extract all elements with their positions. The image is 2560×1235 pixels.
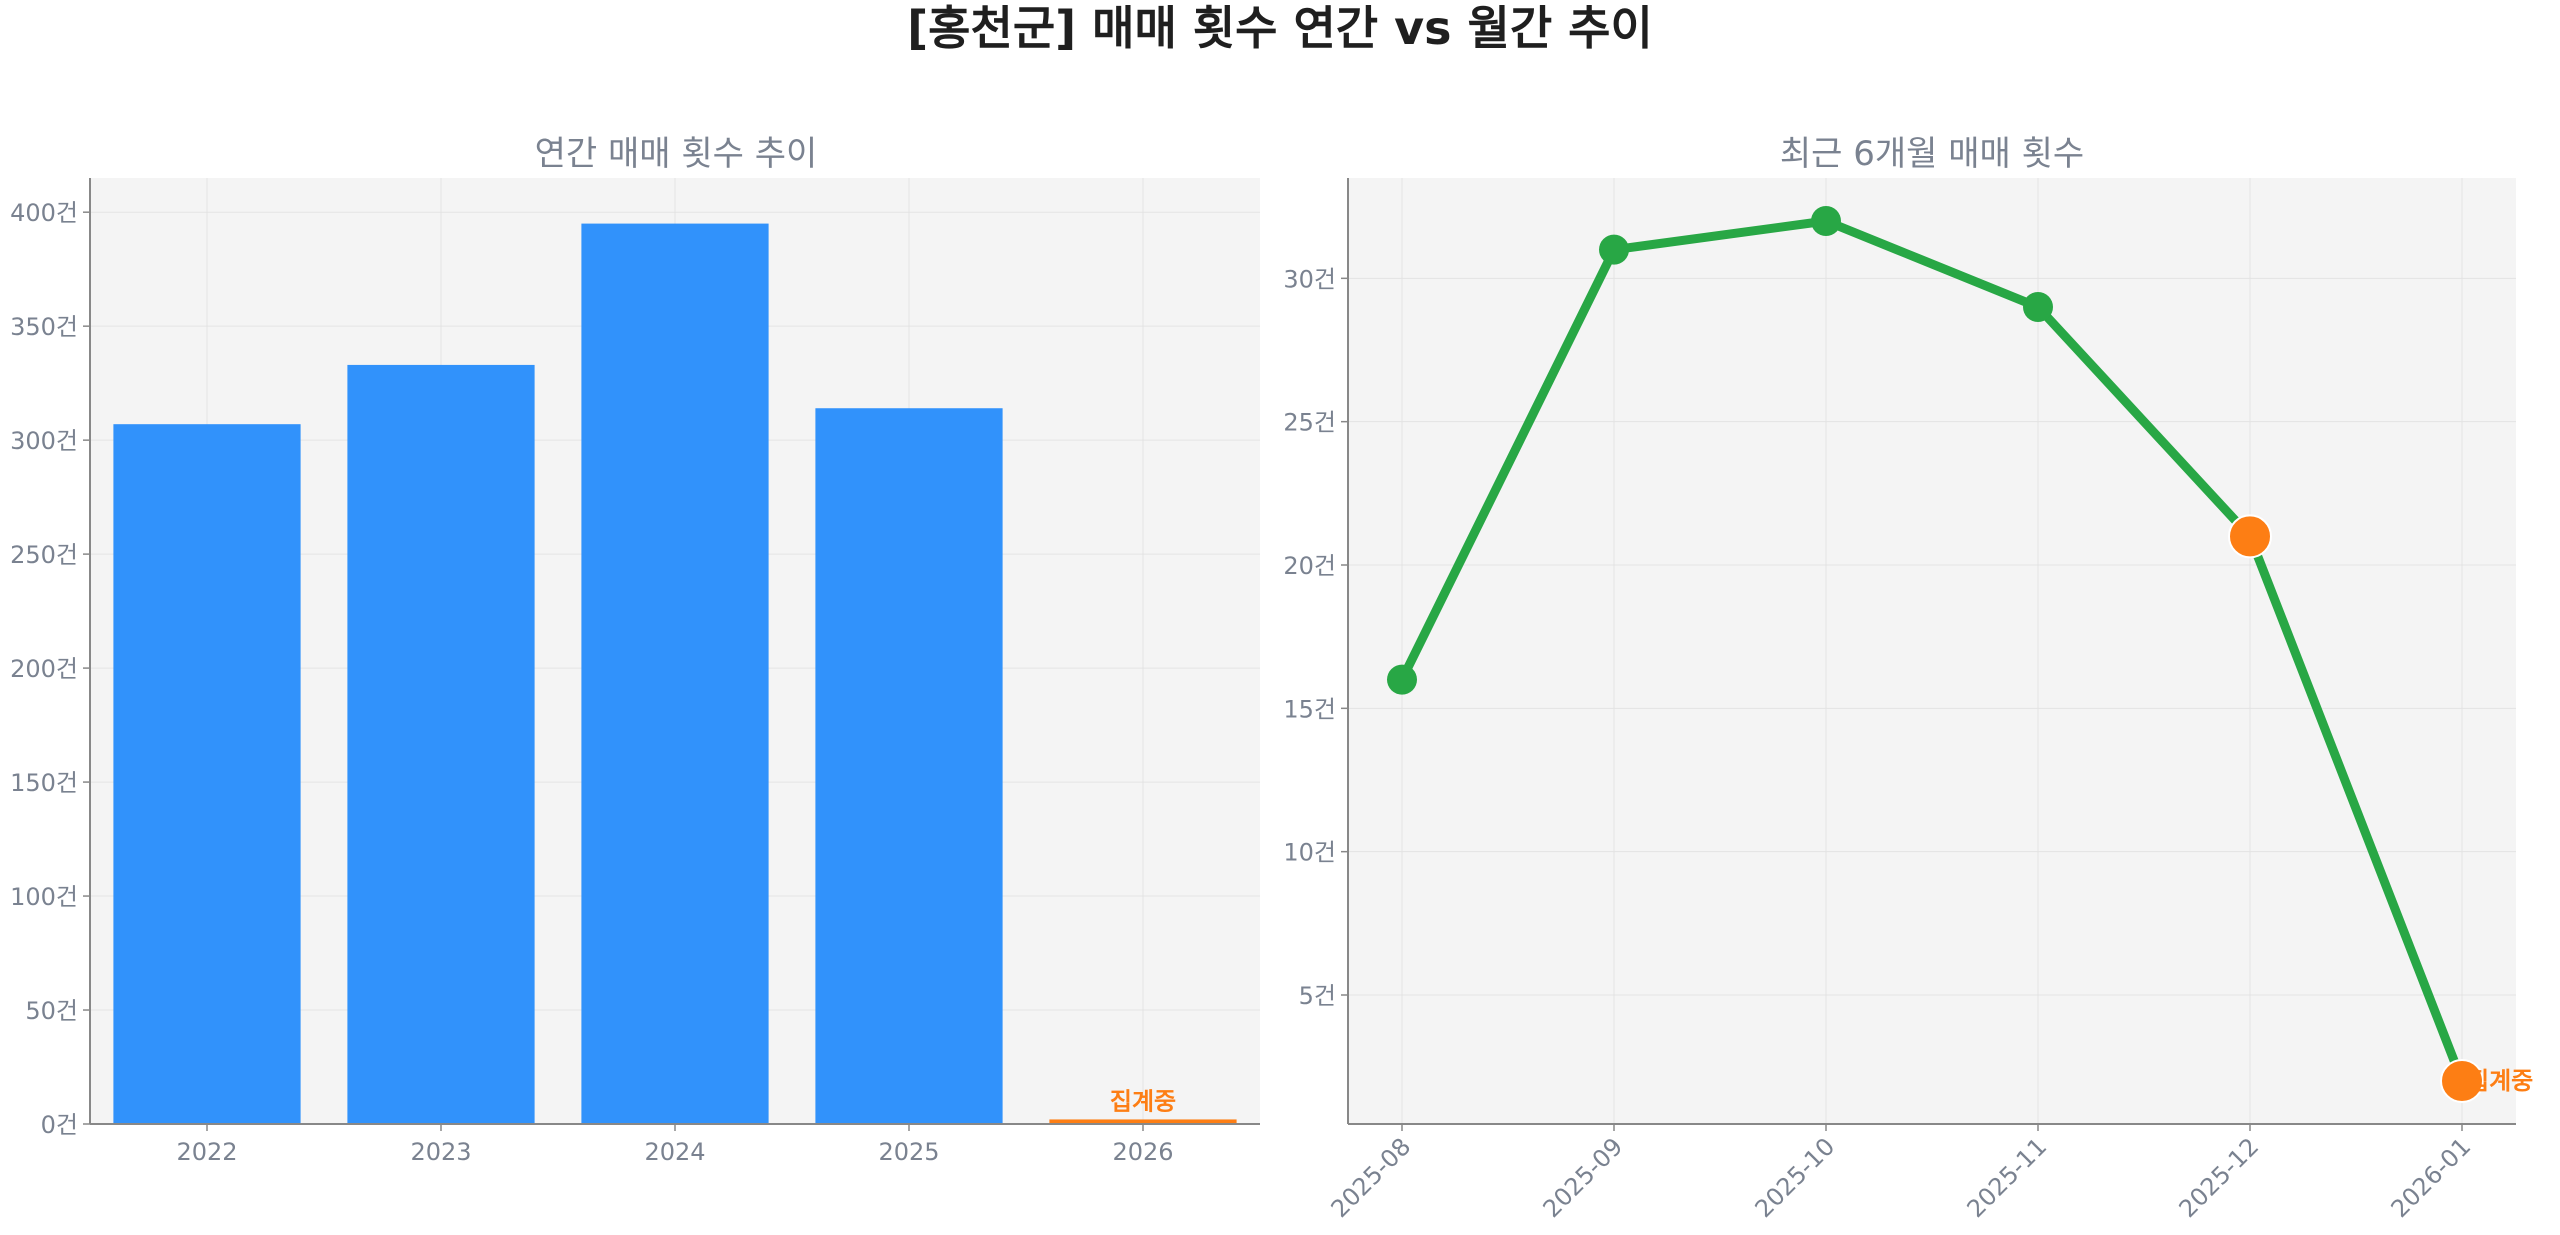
series-line: [1397, 216, 2467, 1086]
x-tick-label: 2025-11: [1962, 1132, 2053, 1223]
x-tick-label: 2025-10: [1750, 1132, 1841, 1223]
bar-2023: [347, 364, 535, 1124]
x-tick-label: 2022: [176, 1138, 237, 1166]
figure-title: [홍천군] 매매 횟수 연간 vs 월간 추이: [907, 1, 1653, 55]
y-tick-label: 150건: [10, 769, 78, 797]
x-tick-label: 2025-09: [1538, 1132, 1629, 1223]
x-tick-label: 2026: [1112, 1138, 1173, 1166]
bar-2025: [815, 408, 1003, 1124]
y-tick-label: 350건: [10, 313, 78, 341]
y-tick-label: 0건: [41, 1111, 78, 1139]
point-2025-10: [1811, 206, 1841, 236]
point-2026-01: [2440, 1059, 2484, 1103]
y-tick-label: 25건: [1283, 409, 1336, 437]
x-tick-label: 2025-12: [2174, 1132, 2265, 1223]
x-tick-label: 2025-08: [1326, 1132, 1417, 1223]
bar-2024: [581, 223, 769, 1125]
monthly-chart-title: 최근 6개월 매매 횟수: [1780, 134, 2084, 174]
y-tick-label: 15건: [1283, 695, 1336, 723]
plot-area: [1348, 178, 2516, 1124]
point-2025-12: [2228, 514, 2272, 559]
bar-2026: [1049, 1119, 1237, 1124]
annual-chart-title: 연간 매매 횟수 추이: [535, 134, 818, 174]
point-2025-09: [1599, 234, 1629, 265]
y-tick-label: 200건: [10, 655, 78, 683]
annotation-label: 집계중: [2467, 1067, 2533, 1095]
annual-bar-chart: 연간 매매 횟수 추이 0건 50건 100건 150건 200건 250건 300건 350…: [10, 134, 1260, 1166]
point-2025-11: [2023, 292, 2053, 322]
y-tick-label: 100건: [10, 883, 78, 911]
y-tick-label: 20건: [1283, 552, 1336, 580]
y-tick-label: 5건: [1299, 982, 1336, 1010]
y-tick-label: 30건: [1283, 265, 1336, 293]
x-tick-label: 2024: [644, 1138, 705, 1166]
y-tick-label: 10건: [1283, 839, 1336, 867]
y-tick-label: 250건: [10, 541, 78, 569]
y-tick-label: 300건: [10, 427, 78, 455]
y-tick-label: 50건: [25, 997, 78, 1025]
x-tick-label: 2025: [878, 1138, 939, 1166]
monthly-line-chart: 최근 6개월 매매 횟수 5건 10건 15건 20건 25건 30건 2025-08 202…: [1283, 134, 2533, 1223]
x-tick-label: 2023: [410, 1138, 471, 1166]
annotation-label: 집계중: [1110, 1087, 1176, 1115]
point-2025-08: [1387, 664, 1417, 695]
bar-2022: [113, 424, 301, 1124]
x-tick-label: 2026-01: [2386, 1132, 2477, 1223]
y-tick-label: 400건: [10, 199, 78, 227]
